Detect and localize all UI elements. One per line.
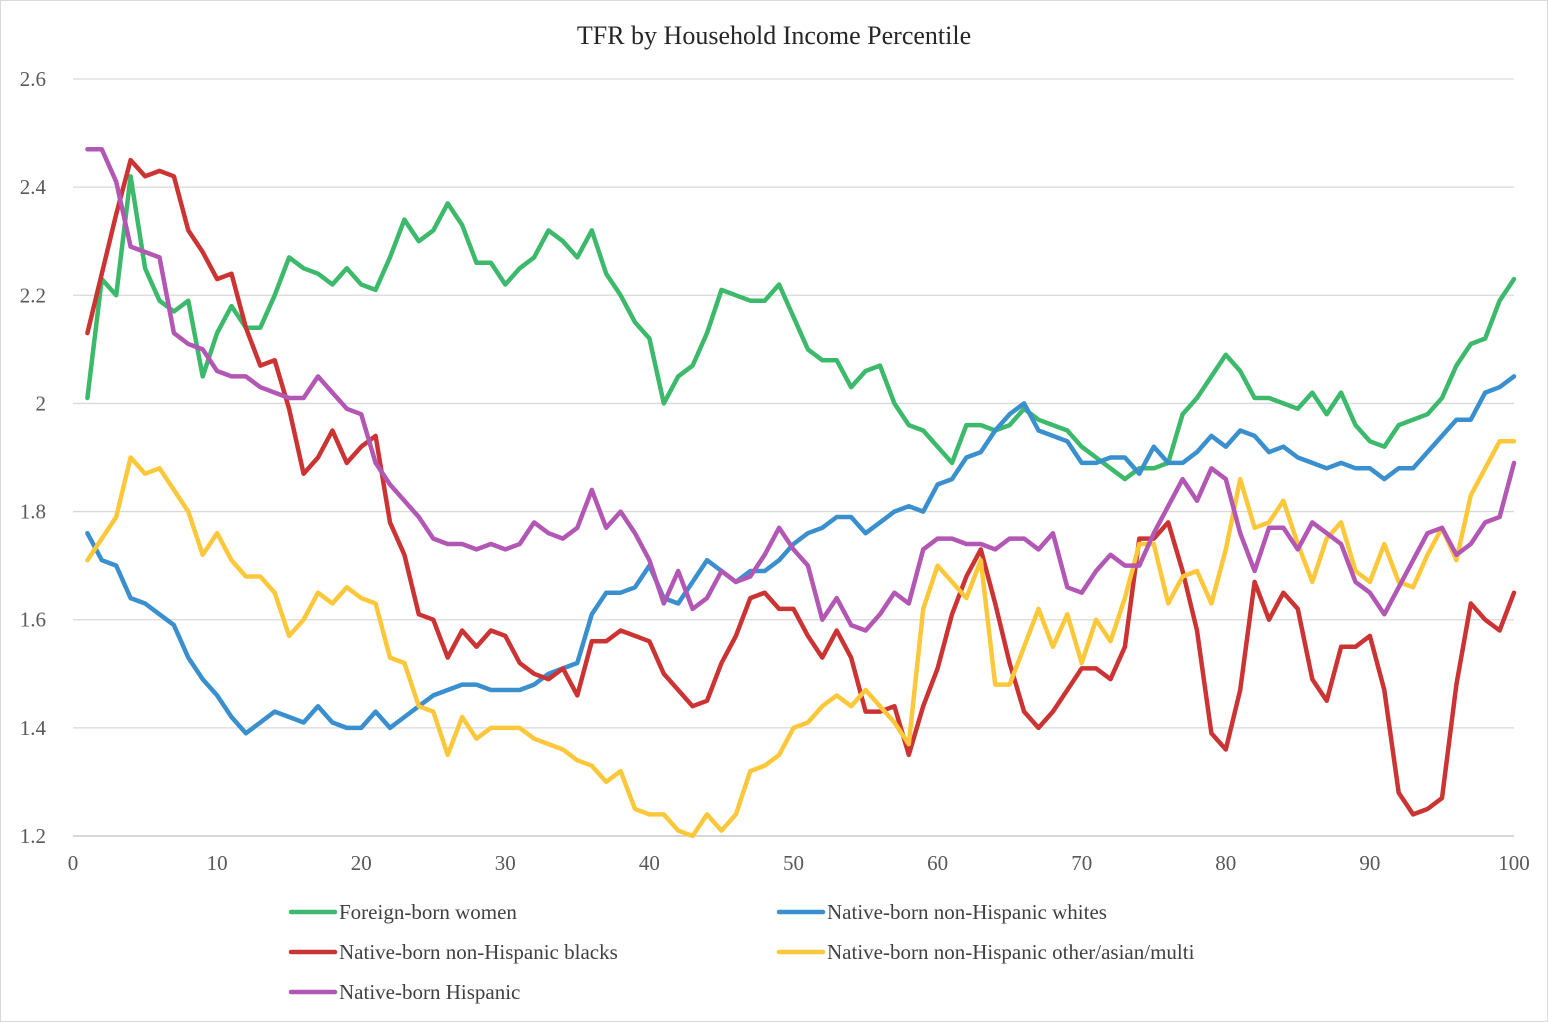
series-line-4	[85, 147, 1517, 633]
legend-item: Native-born non-Hispanic other/asian/mul…	[776, 940, 1195, 964]
y-tick-label: 2.6	[20, 67, 46, 91]
legend-label: Native-born non-Hispanic other/asian/mul…	[827, 940, 1195, 964]
x-tick-label: 0	[68, 851, 79, 875]
y-tick-label: 1.8	[20, 500, 46, 524]
x-tick-label: 30	[495, 851, 516, 875]
x-tick-label: 80	[1215, 851, 1236, 875]
x-tick-label: 70	[1071, 851, 1092, 875]
y-tick-label: 2.4	[20, 175, 47, 199]
x-axis-ticks: 0 10 20 30 40 50 60 70 80 90 100	[68, 851, 1530, 875]
x-tick-label: 90	[1359, 851, 1380, 875]
y-axis-ticks: 1.2 1.4 1.6 1.8 2 2.2 2.4 2.6	[20, 67, 47, 848]
legend-item: Native-born non-Hispanic blacks	[288, 940, 618, 964]
legend-label: Native-born non-Hispanic whites	[827, 900, 1107, 924]
chart-title: TFR by Household Income Percentile	[577, 21, 971, 50]
legend-label: Native-born non-Hispanic blacks	[339, 940, 618, 964]
series-line-0	[85, 174, 1517, 482]
x-tick-label: 60	[927, 851, 948, 875]
legend-label: Native-born Hispanic	[339, 980, 520, 1004]
y-tick-label: 2.2	[20, 283, 46, 307]
legend-item: Foreign-born women	[288, 900, 517, 924]
series-line-3	[85, 439, 1517, 839]
y-tick-label: 1.2	[20, 824, 46, 848]
legend-item: Native-born Hispanic	[288, 980, 520, 1004]
grid-lines	[73, 78, 1514, 837]
series-line-1	[85, 374, 1517, 736]
series-lines	[85, 147, 1517, 839]
legend-item: Native-born non-Hispanic whites	[776, 900, 1107, 924]
legend: Foreign-born women Native-born non-Hispan…	[288, 900, 1195, 1004]
x-tick-label: 10	[207, 851, 228, 875]
y-tick-label: 2	[36, 391, 47, 415]
x-tick-label: 100	[1498, 851, 1530, 875]
y-tick-label: 1.4	[20, 716, 47, 740]
x-tick-label: 50	[783, 851, 804, 875]
x-tick-label: 40	[639, 851, 660, 875]
series-line-2	[85, 157, 1517, 817]
y-tick-label: 1.6	[20, 608, 46, 632]
legend-label: Foreign-born women	[339, 900, 517, 924]
x-tick-label: 20	[351, 851, 372, 875]
